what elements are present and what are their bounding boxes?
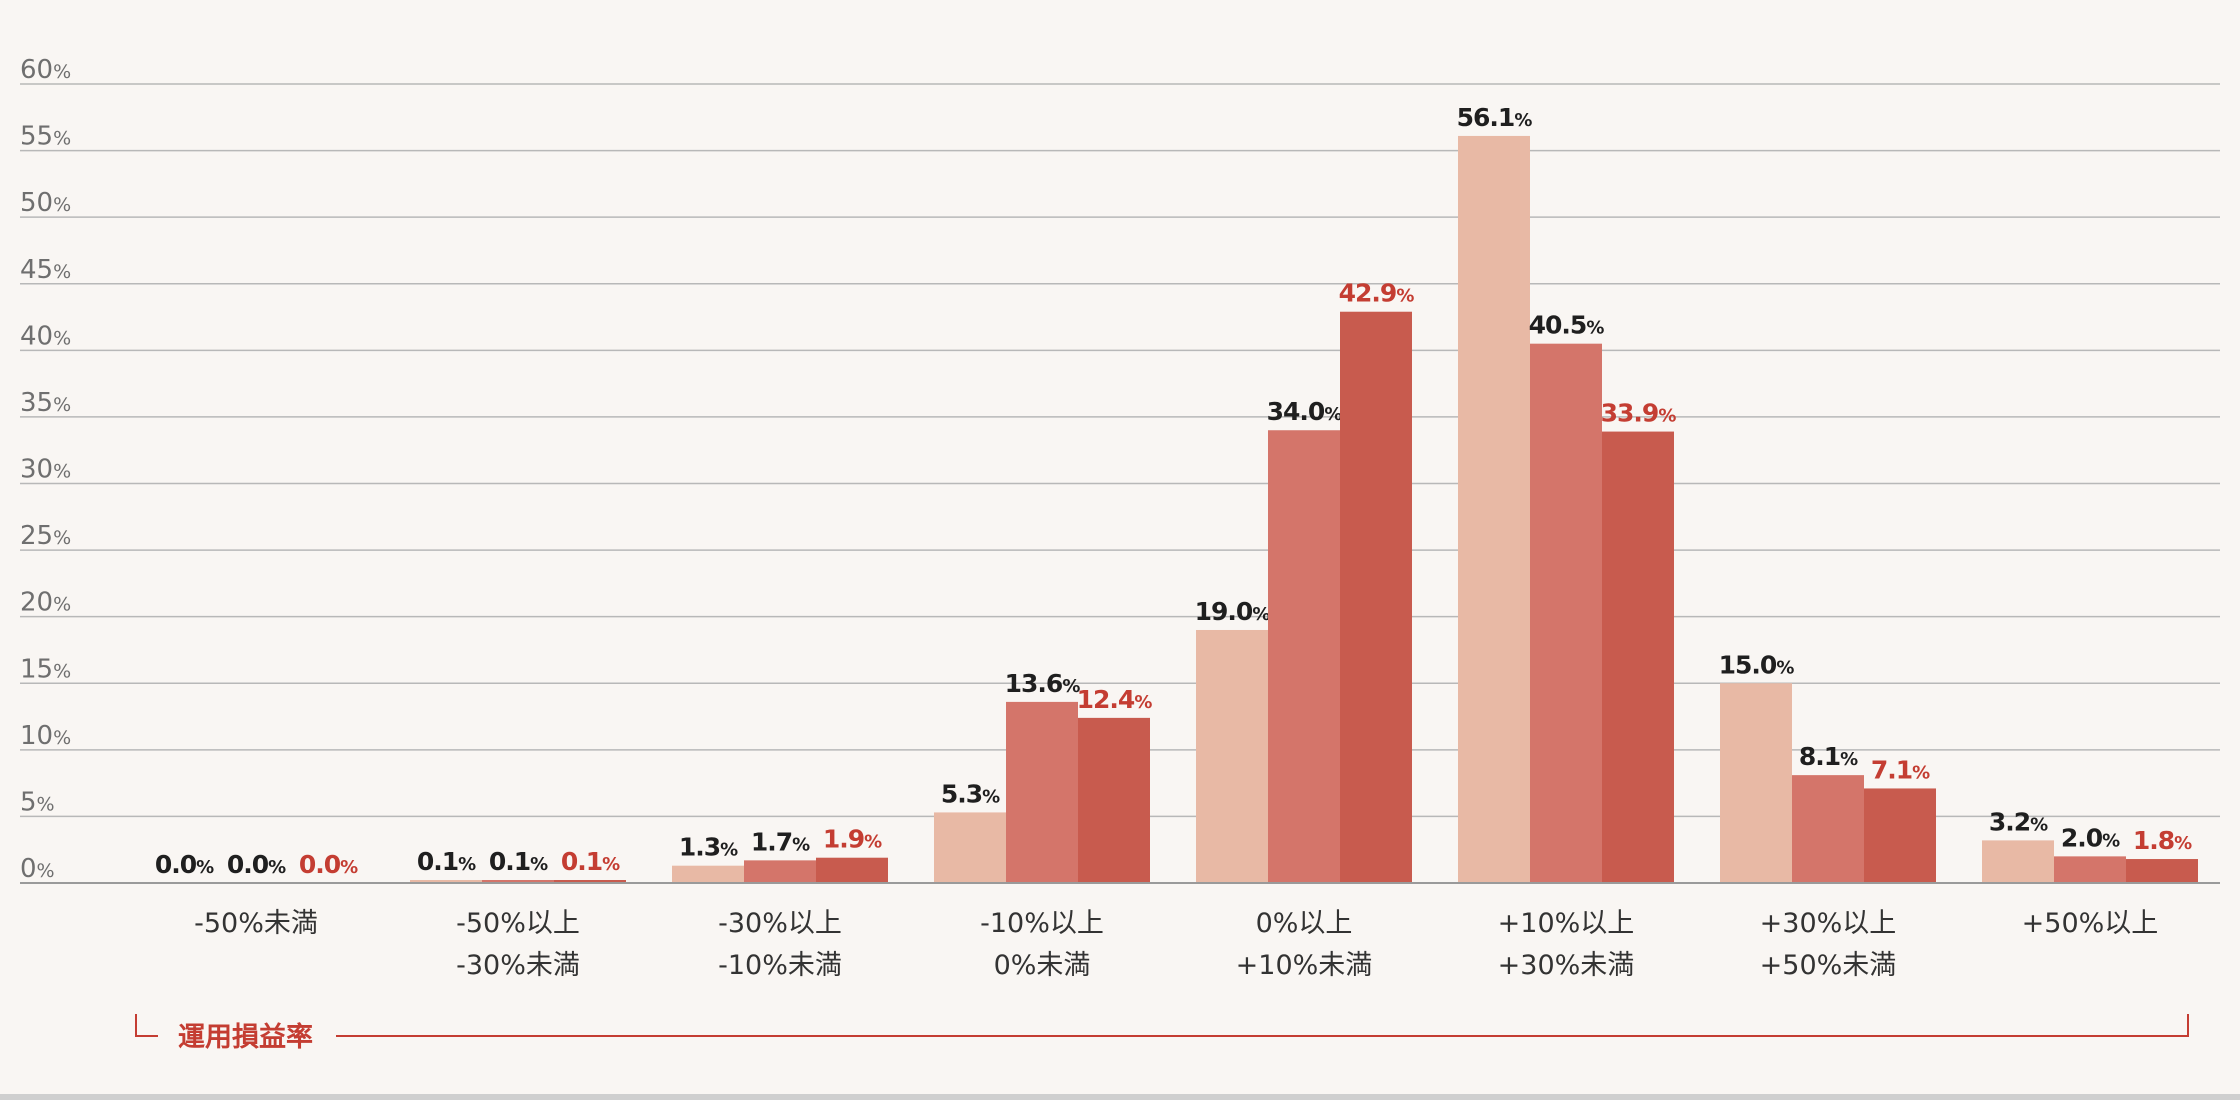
- y-tick-label: 55%: [20, 122, 71, 152]
- y-tick-label: 20%: [20, 588, 71, 618]
- x-category-label: -10%未満: [718, 950, 842, 981]
- data-label: 0.1%: [417, 847, 476, 876]
- data-label: 1.9%: [823, 825, 882, 854]
- y-tick-label: 0%: [20, 854, 55, 884]
- bar: [2126, 859, 2198, 883]
- x-category-label: +10%未満: [1236, 950, 1373, 981]
- x-axis-title: 運用損益率: [178, 1021, 313, 1053]
- data-label: 40.5%: [1529, 311, 1605, 340]
- data-label: 12.4%: [1077, 685, 1153, 714]
- bar: [816, 857, 888, 883]
- x-category-label: -10%以上: [980, 908, 1104, 939]
- x-category-label: 0%以上: [1256, 908, 1353, 939]
- x-category-label: -50%未満: [194, 908, 318, 939]
- x-category-label: -50%以上: [456, 908, 580, 939]
- data-label: 34.0%: [1267, 397, 1343, 426]
- x-category-label: +50%以上: [2022, 908, 2159, 939]
- y-tick-label: 40%: [20, 321, 71, 351]
- bar: [1268, 430, 1340, 883]
- data-label: 13.6%: [1005, 669, 1081, 698]
- bar: [1006, 701, 1078, 883]
- data-label: 3.2%: [1989, 807, 2048, 836]
- y-tick-label: 10%: [20, 721, 71, 751]
- y-tick-label: 35%: [20, 388, 71, 418]
- bar: [482, 880, 554, 883]
- x-category-label: +10%以上: [1498, 908, 1635, 939]
- data-label: 19.0%: [1195, 597, 1271, 626]
- bar: [1196, 629, 1268, 883]
- y-tick-label: 5%: [20, 787, 55, 817]
- bar: [1792, 775, 1864, 883]
- bar: [934, 812, 1006, 883]
- x-category-label: +30%未満: [1498, 950, 1635, 981]
- y-tick-label: 45%: [20, 255, 71, 285]
- x-category-label: +30%以上: [1760, 908, 1897, 939]
- axis-bracket-right: [336, 1014, 2189, 1037]
- data-label: 0.1%: [561, 847, 620, 876]
- y-tick-label: 50%: [20, 188, 71, 218]
- data-label: 7.1%: [1871, 755, 1930, 784]
- data-label: 56.1%: [1457, 103, 1533, 132]
- data-label: 0.0%: [299, 850, 358, 879]
- data-label: 1.3%: [679, 833, 738, 862]
- data-label: 1.8%: [2133, 826, 2192, 855]
- y-tick-label: 15%: [20, 654, 71, 684]
- bar: [2054, 856, 2126, 883]
- data-label: 42.9%: [1339, 279, 1415, 308]
- bar: [1720, 683, 1792, 883]
- y-tick-label: 30%: [20, 455, 71, 485]
- x-category-label: +50%未満: [1760, 950, 1897, 981]
- x-category-label: -30%以上: [718, 908, 842, 939]
- y-tick-label: 25%: [20, 521, 71, 551]
- data-label: 0.0%: [155, 850, 214, 879]
- bar: [744, 860, 816, 883]
- axis-bracket-left: [135, 1014, 158, 1037]
- bar: [1078, 717, 1150, 883]
- data-label: 1.7%: [751, 827, 810, 856]
- x-category-label: -30%未満: [456, 950, 580, 981]
- bar: [1864, 788, 1936, 883]
- bar: [1530, 343, 1602, 883]
- bar: [672, 865, 744, 883]
- bar: [1340, 311, 1412, 884]
- data-label: 33.9%: [1601, 399, 1677, 428]
- data-label: 5.3%: [941, 779, 1000, 808]
- bar: [1602, 431, 1674, 883]
- bar: [410, 880, 482, 883]
- data-label: 8.1%: [1799, 742, 1858, 771]
- data-label: 2.0%: [2061, 823, 2120, 852]
- y-tick-label: 60%: [20, 55, 71, 85]
- bar: [554, 880, 626, 883]
- data-label: 0.1%: [489, 847, 548, 876]
- bar: [1982, 840, 2054, 883]
- data-label: 0.0%: [227, 850, 286, 879]
- x-category-label: 0%未満: [994, 950, 1091, 981]
- bar: [1458, 135, 1530, 883]
- data-label: 15.0%: [1719, 650, 1795, 679]
- bottom-divider: [0, 1094, 2240, 1100]
